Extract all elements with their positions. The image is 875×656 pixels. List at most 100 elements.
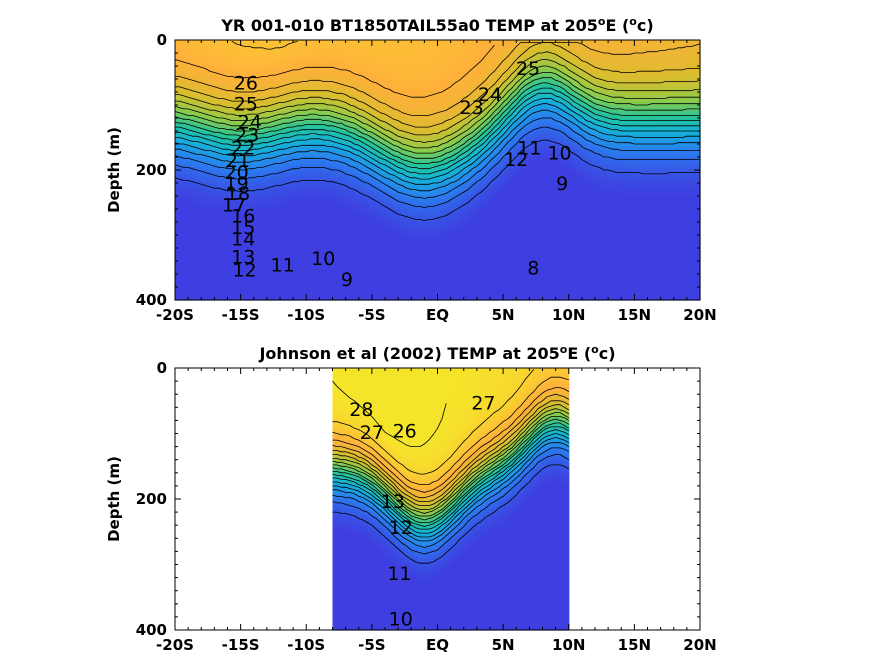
field-cell [204,121,209,126]
field-cell [332,228,337,233]
field-cell [175,251,179,256]
field-cell [306,105,311,109]
field-cell [207,127,212,132]
field-cell [322,140,327,145]
field-cell [325,261,330,265]
field-cell [247,85,252,90]
field-cell [253,56,258,61]
field-cell [309,114,314,119]
field-cell [237,101,242,106]
field-cell [191,85,196,90]
field-cell [283,144,288,148]
field-cell [214,274,219,278]
field-cell [191,40,196,44]
field-cell [181,215,186,220]
field-cell [250,170,255,174]
field-cell [197,235,202,239]
field-cell [194,293,199,298]
field-cell [273,43,278,48]
field-cell [263,241,268,246]
field-cell [184,254,189,259]
field-cell [253,49,258,54]
field-cell [184,228,189,233]
field-cell [270,225,275,230]
field-cell [293,241,298,246]
field-cell [188,140,193,145]
field-cell [243,287,248,291]
field-cell [299,241,304,246]
field-cell [266,79,271,83]
field-cell [299,105,304,109]
field-cell [214,69,219,74]
field-cell [339,114,343,119]
field-cell [178,261,183,265]
field-cell [250,257,255,262]
field-cell [342,173,347,178]
field-cell [270,235,275,239]
field-cell [316,296,320,301]
field-cell [280,267,284,272]
field-cell [306,241,311,246]
field-cell [266,261,271,265]
field-cell [240,163,245,168]
field-cell [339,85,343,90]
field-cell [335,257,340,262]
field-cell [247,140,252,145]
field-cell [283,105,288,109]
field-cell [319,144,324,148]
field-cell [293,140,298,145]
field-cell [289,118,294,122]
field-cell [247,150,252,155]
field-cell [296,186,301,191]
field-cell [345,79,350,83]
field-cell [270,199,275,204]
field-cell [306,235,311,239]
field-cell [332,111,337,116]
field-cell [250,261,255,265]
field-cell [342,293,347,298]
field-cell [253,212,258,217]
field-cell [335,251,340,256]
field-cell [217,202,222,207]
field-cell [211,62,215,67]
field-cell [345,46,350,51]
field-cell [319,111,324,116]
field-cell [325,257,330,262]
field-cell [289,46,294,51]
field-cell [263,280,268,285]
field-cell [276,101,281,106]
field-cell [207,209,212,213]
field-cell [293,192,298,197]
field-cell [289,264,294,269]
field-cell [234,111,238,116]
field-cell [322,134,327,139]
field-cell [273,111,278,116]
field-cell [224,82,229,87]
field-cell [197,296,202,301]
field-cell [240,127,245,132]
field-cell [178,118,183,122]
field-cell [240,144,245,148]
field-cell [211,231,215,236]
field-cell [220,88,225,93]
field-cell [243,261,248,265]
field-cell [312,283,317,288]
field-cell [214,137,219,142]
field-cell [227,241,232,246]
field-cell [240,283,245,288]
field-cell [250,95,255,100]
field-cell [270,179,275,184]
field-cell [332,79,337,83]
field-cell [237,186,242,191]
field-cell [240,248,245,252]
field-cell [175,72,179,77]
field-cell [197,218,202,223]
field-cell [211,228,215,233]
field-cell [339,235,343,239]
field-cell [220,144,225,148]
field-cell [201,105,206,109]
field-cell [214,264,219,269]
field-cell [257,283,261,288]
field-cell [309,92,314,96]
field-cell [214,235,219,239]
